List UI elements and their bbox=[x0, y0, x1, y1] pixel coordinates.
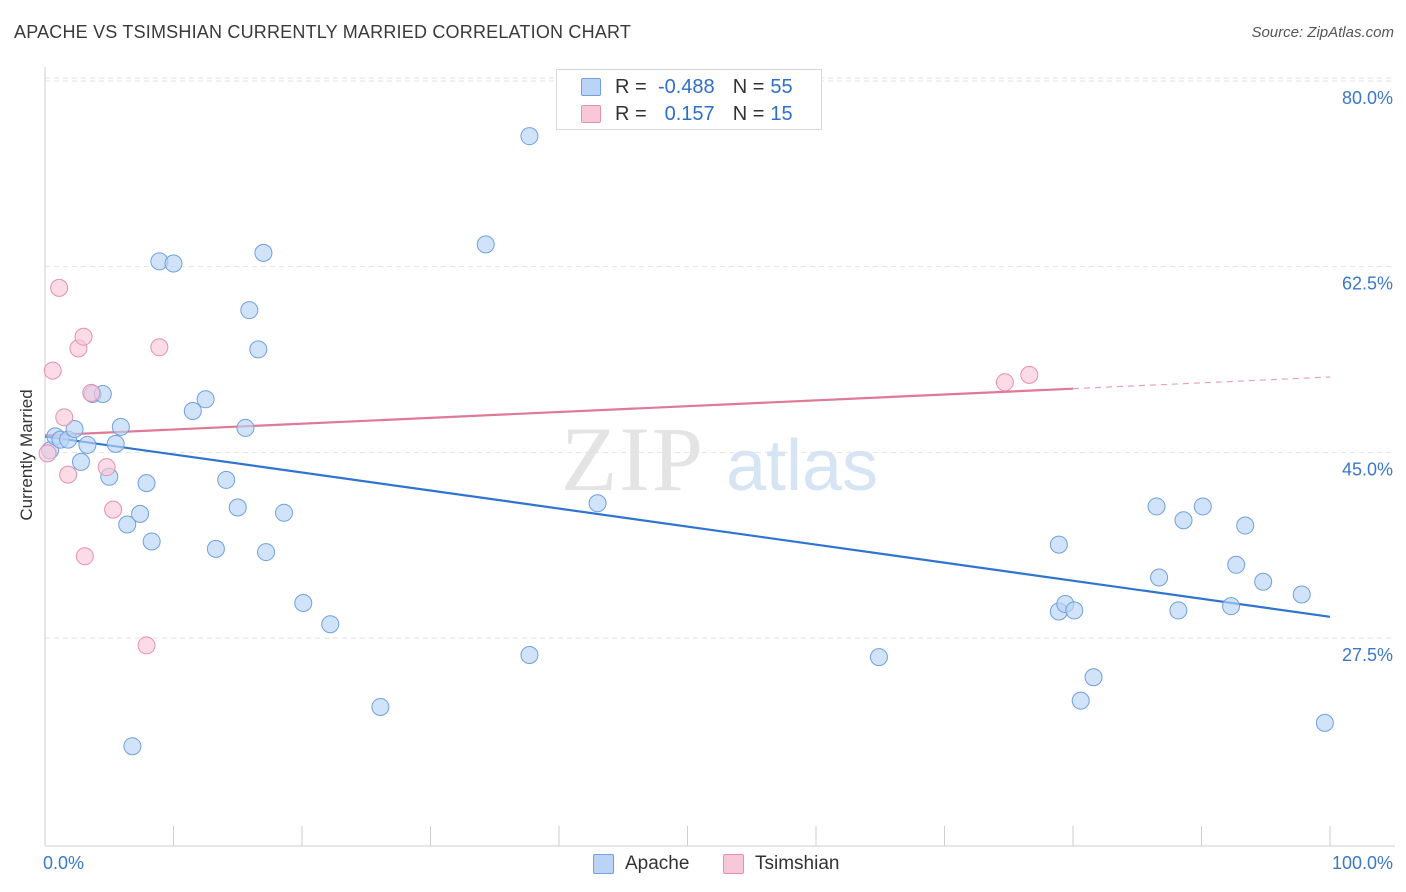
apache-point bbox=[78, 435, 97, 454]
apache-point bbox=[183, 401, 202, 420]
apache-point bbox=[240, 301, 259, 320]
legend-row-tsimshian: R = 0.157 N = 15 bbox=[581, 102, 800, 126]
tsimshian-legend-swatch bbox=[723, 854, 744, 874]
tick-labels: 80.0% 62.5% 45.0% 27.5% 0.0% 100.0% bbox=[43, 88, 1393, 873]
apache-point bbox=[1174, 511, 1193, 530]
tsimshian-trend-extension bbox=[1072, 376, 1331, 390]
y-tick-label: 62.5% bbox=[1342, 274, 1393, 294]
apache-point bbox=[275, 503, 294, 522]
tsimshian-trend-line bbox=[44, 387, 1074, 437]
correlation-legend: R = -0.488 N = 55 R = 0.157 N = 15 bbox=[556, 69, 822, 130]
apache-point bbox=[249, 340, 268, 359]
tsimshian-point bbox=[1020, 365, 1039, 384]
watermark: ZIP atlas bbox=[561, 408, 878, 510]
apache-point bbox=[1169, 601, 1188, 620]
apache-legend-swatch bbox=[593, 854, 614, 874]
apache-point bbox=[228, 498, 247, 517]
tsimshian-point bbox=[75, 547, 94, 566]
apache-point bbox=[131, 504, 150, 523]
apache-point bbox=[1254, 572, 1273, 591]
apache-point bbox=[869, 648, 888, 667]
tsimshian-point bbox=[137, 636, 156, 655]
apache-point bbox=[137, 474, 156, 493]
apache-point bbox=[123, 737, 142, 756]
apache-point bbox=[1147, 497, 1166, 516]
apache-trend-line bbox=[44, 435, 1331, 618]
tsimshian-point bbox=[995, 373, 1014, 392]
apache-point bbox=[1071, 691, 1090, 710]
apache-point bbox=[520, 645, 539, 664]
y-tick-label: 80.0% bbox=[1342, 88, 1393, 108]
tsimshian-point bbox=[38, 444, 57, 463]
apache-point bbox=[236, 418, 255, 437]
apache-point bbox=[1049, 535, 1068, 554]
gridlines bbox=[45, 77, 1395, 639]
apache-point bbox=[1292, 585, 1311, 604]
apache-point bbox=[1227, 555, 1246, 574]
tsimshian-r-value: 0.157 bbox=[664, 102, 715, 125]
legend-item-apache[interactable]: Apache bbox=[593, 852, 689, 876]
tsimshian-point bbox=[74, 327, 93, 346]
apache-point bbox=[1193, 497, 1212, 516]
trend-lines bbox=[44, 376, 1331, 618]
source-label: Source: ZipAtlas.com bbox=[1251, 24, 1394, 41]
y-tick-label: 27.5% bbox=[1342, 645, 1393, 665]
apache-point bbox=[520, 127, 539, 146]
apache-point bbox=[206, 539, 225, 558]
apache-point bbox=[111, 417, 130, 436]
apache-legend-label: Apache bbox=[625, 853, 690, 874]
apache-point bbox=[1065, 601, 1084, 620]
r-label: R = bbox=[615, 102, 647, 125]
apache-point bbox=[217, 470, 236, 489]
r-label: R = bbox=[615, 75, 647, 98]
tsimshian-point bbox=[82, 383, 101, 402]
tsimshian-legend-label: Tsimshian bbox=[755, 853, 840, 874]
apache-point bbox=[196, 390, 215, 409]
apache-point bbox=[1236, 516, 1255, 535]
legend-row-apache: R = -0.488 N = 55 bbox=[581, 75, 800, 99]
y-tick-label: 45.0% bbox=[1342, 459, 1393, 479]
apache-point bbox=[106, 434, 125, 453]
tsimshian-point bbox=[59, 465, 78, 484]
apache-point bbox=[476, 235, 495, 254]
apache-swatch bbox=[581, 78, 601, 96]
apache-point bbox=[1222, 597, 1241, 616]
tsimshian-point bbox=[97, 458, 116, 477]
apache-point bbox=[257, 543, 276, 562]
apache-n-value: 55 bbox=[770, 75, 793, 98]
apache-point bbox=[1084, 668, 1103, 687]
tsimshian-point bbox=[43, 361, 62, 380]
apache-point bbox=[164, 254, 183, 273]
chart-title: APACHE VS TSIMSHIAN CURRENTLY MARRIED CO… bbox=[14, 22, 632, 42]
apache-point bbox=[71, 452, 90, 471]
data-points bbox=[38, 127, 1334, 756]
x-tick-label: 0.0% bbox=[43, 853, 84, 873]
apache-point bbox=[371, 697, 390, 716]
n-label: N = bbox=[732, 102, 765, 125]
tsimshian-point bbox=[104, 500, 123, 519]
watermark-zip: ZIP bbox=[561, 408, 705, 510]
series-legend: Apache Tsimshian bbox=[0, 852, 1406, 876]
n-label: N = bbox=[732, 75, 765, 98]
tsimshian-swatch bbox=[581, 105, 601, 123]
x-tick-label: 100.0% bbox=[1332, 853, 1393, 873]
watermark-atlas: atlas bbox=[726, 426, 878, 506]
apache-point bbox=[588, 494, 607, 513]
axes bbox=[44, 67, 1395, 847]
apache-point bbox=[1315, 713, 1334, 732]
apache-point bbox=[142, 532, 161, 551]
apache-point bbox=[118, 515, 137, 534]
apache-point bbox=[254, 243, 273, 262]
apache-r-value: -0.488 bbox=[657, 75, 715, 98]
tsimshian-n-value: 15 bbox=[770, 102, 793, 125]
apache-point bbox=[321, 615, 340, 634]
legend-item-tsimshian[interactable]: Tsimshian bbox=[723, 852, 839, 876]
tsimshian-point bbox=[55, 408, 74, 427]
apache-point bbox=[65, 419, 84, 438]
apache-point bbox=[294, 593, 313, 612]
apache-point bbox=[1150, 568, 1169, 587]
tsimshian-point bbox=[150, 338, 169, 357]
tsimshian-point bbox=[50, 278, 69, 297]
